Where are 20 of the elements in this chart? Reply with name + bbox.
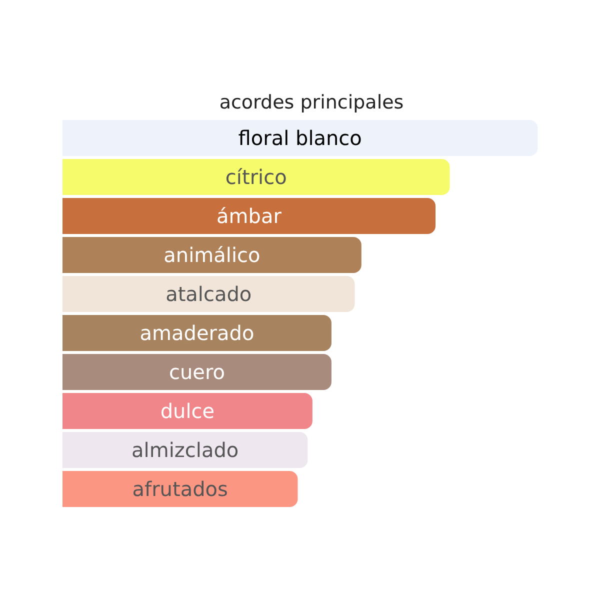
- y-tick-label: afrutados: [132, 477, 228, 501]
- y-tick-label: cítrico: [225, 165, 287, 189]
- y-tick-label: dulce: [160, 399, 215, 423]
- bar: [62, 471, 298, 507]
- y-tick-label: amaderado: [140, 321, 254, 345]
- bar: [62, 432, 308, 468]
- bar: [62, 393, 312, 429]
- y-tick-label: animálico: [164, 243, 260, 267]
- y-tick-label: ámbar: [216, 204, 282, 228]
- bar: [62, 198, 436, 234]
- bar: [62, 237, 362, 273]
- bar: [62, 276, 355, 312]
- chart-title: acordes principales: [219, 92, 404, 114]
- y-tick-label: cuero: [168, 360, 225, 384]
- bar: [62, 354, 332, 390]
- bar: [62, 159, 450, 195]
- y-tick-label: atalcado: [166, 282, 252, 306]
- y-tick-label: almizclado: [132, 438, 239, 462]
- bar: [62, 315, 332, 351]
- y-tick-label: floral blanco: [238, 126, 362, 150]
